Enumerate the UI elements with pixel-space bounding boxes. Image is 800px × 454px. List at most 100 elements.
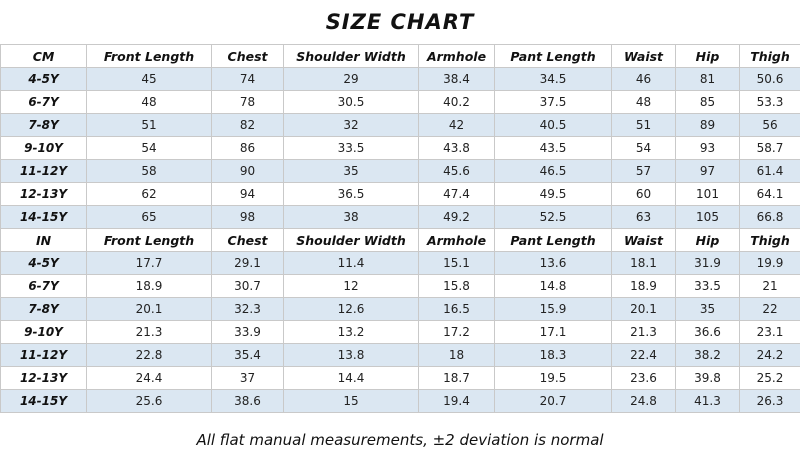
in-size-label: 9-10Y bbox=[0, 320, 87, 344]
in-size-label: 14-15Y bbox=[0, 389, 87, 413]
in-header-cell: Front Length bbox=[86, 228, 212, 252]
cm-measurement-cell: 66.8 bbox=[739, 205, 800, 229]
in-measurement-cell: 13.8 bbox=[283, 343, 419, 367]
cm-table-row: 14-15Y 65 98 38 49.2 52.5 63 105 66.8 bbox=[0, 205, 800, 229]
in-measurement-cell: 16.5 bbox=[418, 297, 495, 321]
cm-measurement-cell: 74 bbox=[211, 67, 284, 91]
cm-measurement-cell: 86 bbox=[211, 136, 284, 160]
cm-table-row: 12-13Y 62 94 36.5 47.4 49.5 60 101 64.1 bbox=[0, 182, 800, 206]
in-measurement-cell: 36.6 bbox=[675, 320, 740, 344]
cm-measurement-cell: 40.2 bbox=[418, 90, 495, 114]
in-measurement-cell: 18.7 bbox=[418, 366, 495, 390]
cm-measurement-cell: 82 bbox=[211, 113, 284, 137]
cm-measurement-cell: 78 bbox=[211, 90, 284, 114]
in-measurement-cell: 20.7 bbox=[494, 389, 612, 413]
cm-measurement-cell: 97 bbox=[675, 159, 740, 183]
in-measurement-cell: 17.1 bbox=[494, 320, 612, 344]
cm-size-label: 7-8Y bbox=[0, 113, 87, 137]
cm-measurement-cell: 46 bbox=[611, 67, 676, 91]
in-table-row: 12-13Y 24.4 37 14.4 18.7 19.5 23.6 39.8 25.2 bbox=[0, 366, 800, 390]
cm-size-label: 6-7Y bbox=[0, 90, 87, 114]
cm-table-row: 9-10Y 54 86 33.5 43.8 43.5 54 93 58.7 bbox=[0, 136, 800, 160]
cm-measurement-cell: 37.5 bbox=[494, 90, 612, 114]
cm-header-row: CM Front Length Chest Shoulder Width Armhole… bbox=[0, 44, 800, 68]
cm-measurement-cell: 43.5 bbox=[494, 136, 612, 160]
in-measurement-cell: 22.4 bbox=[611, 343, 676, 367]
in-measurement-cell: 31.9 bbox=[675, 251, 740, 275]
cm-measurement-cell: 81 bbox=[675, 67, 740, 91]
cm-measurement-cell: 51 bbox=[611, 113, 676, 137]
cm-measurement-cell: 63 bbox=[611, 205, 676, 229]
cm-table-row: 11-12Y 58 90 35 45.6 46.5 57 97 61.4 bbox=[0, 159, 800, 183]
cm-measurement-cell: 62 bbox=[86, 182, 212, 206]
cm-measurement-cell: 46.5 bbox=[494, 159, 612, 183]
in-measurement-cell: 22.8 bbox=[86, 343, 212, 367]
cm-measurement-cell: 54 bbox=[86, 136, 212, 160]
in-measurement-cell: 23.6 bbox=[611, 366, 676, 390]
cm-measurement-cell: 60 bbox=[611, 182, 676, 206]
in-size-label: 7-8Y bbox=[0, 297, 87, 321]
in-measurement-cell: 17.7 bbox=[86, 251, 212, 275]
cm-measurement-cell: 30.5 bbox=[283, 90, 419, 114]
in-table-row: 9-10Y 21.3 33.9 13.2 17.2 17.1 21.3 36.6 23.1 bbox=[0, 320, 800, 344]
cm-measurement-cell: 45 bbox=[86, 67, 212, 91]
cm-measurement-cell: 56 bbox=[739, 113, 800, 137]
cm-measurement-cell: 32 bbox=[283, 113, 419, 137]
cm-measurement-cell: 35 bbox=[283, 159, 419, 183]
cm-measurement-cell: 65 bbox=[86, 205, 212, 229]
cm-header-cell: Front Length bbox=[86, 44, 212, 68]
in-measurement-cell: 17.2 bbox=[418, 320, 495, 344]
cm-measurement-cell: 85 bbox=[675, 90, 740, 114]
in-measurement-cell: 21.3 bbox=[611, 320, 676, 344]
cm-measurement-cell: 101 bbox=[675, 182, 740, 206]
in-measurement-cell: 41.3 bbox=[675, 389, 740, 413]
in-measurement-cell: 14.4 bbox=[283, 366, 419, 390]
in-size-label: 6-7Y bbox=[0, 274, 87, 298]
cm-header-cell: Chest bbox=[211, 44, 284, 68]
cm-measurement-cell: 58.7 bbox=[739, 136, 800, 160]
in-measurement-cell: 14.8 bbox=[494, 274, 612, 298]
in-measurement-cell: 33.5 bbox=[675, 274, 740, 298]
in-measurement-cell: 23.1 bbox=[739, 320, 800, 344]
in-measurement-cell: 33.9 bbox=[211, 320, 284, 344]
in-measurement-cell: 38.6 bbox=[211, 389, 284, 413]
cm-measurement-cell: 98 bbox=[211, 205, 284, 229]
in-size-label: 11-12Y bbox=[0, 343, 87, 367]
in-measurement-cell: 15.8 bbox=[418, 274, 495, 298]
cm-measurement-cell: 38 bbox=[283, 205, 419, 229]
in-measurement-cell: 35.4 bbox=[211, 343, 284, 367]
cm-table-row: 6-7Y 48 78 30.5 40.2 37.5 48 85 53.3 bbox=[0, 90, 800, 114]
in-measurement-cell: 22 bbox=[739, 297, 800, 321]
cm-header-cell: Hip bbox=[675, 44, 740, 68]
in-measurement-cell: 30.7 bbox=[211, 274, 284, 298]
in-measurement-cell: 37 bbox=[211, 366, 284, 390]
cm-measurement-cell: 89 bbox=[675, 113, 740, 137]
in-measurement-cell: 15.9 bbox=[494, 297, 612, 321]
cm-header-cell: CM bbox=[0, 44, 87, 68]
in-measurement-cell: 35 bbox=[675, 297, 740, 321]
cm-measurement-cell: 93 bbox=[675, 136, 740, 160]
in-measurement-cell: 13.2 bbox=[283, 320, 419, 344]
in-measurement-cell: 24.8 bbox=[611, 389, 676, 413]
in-header-cell: Thigh bbox=[739, 228, 800, 252]
cm-header-cell: Thigh bbox=[739, 44, 800, 68]
cm-measurement-cell: 38.4 bbox=[418, 67, 495, 91]
cm-size-label: 14-15Y bbox=[0, 205, 87, 229]
in-measurement-cell: 21 bbox=[739, 274, 800, 298]
cm-size-label: 11-12Y bbox=[0, 159, 87, 183]
in-measurement-cell: 25.6 bbox=[86, 389, 212, 413]
cm-measurement-cell: 47.4 bbox=[418, 182, 495, 206]
cm-measurement-cell: 48 bbox=[86, 90, 212, 114]
cm-measurement-cell: 33.5 bbox=[283, 136, 419, 160]
cm-measurement-cell: 29 bbox=[283, 67, 419, 91]
cm-size-label: 9-10Y bbox=[0, 136, 87, 160]
cm-measurement-cell: 54 bbox=[611, 136, 676, 160]
in-size-label: 12-13Y bbox=[0, 366, 87, 390]
in-header-cell: Shoulder Width bbox=[283, 228, 419, 252]
in-measurement-cell: 24.2 bbox=[739, 343, 800, 367]
cm-size-label: 4-5Y bbox=[0, 67, 87, 91]
cm-measurement-cell: 43.8 bbox=[418, 136, 495, 160]
cm-table-row: 4-5Y 45 74 29 38.4 34.5 46 81 50.6 bbox=[0, 67, 800, 91]
in-table-row: 7-8Y 20.1 32.3 12.6 16.5 15.9 20.1 35 22 bbox=[0, 297, 800, 321]
in-measurement-cell: 24.4 bbox=[86, 366, 212, 390]
